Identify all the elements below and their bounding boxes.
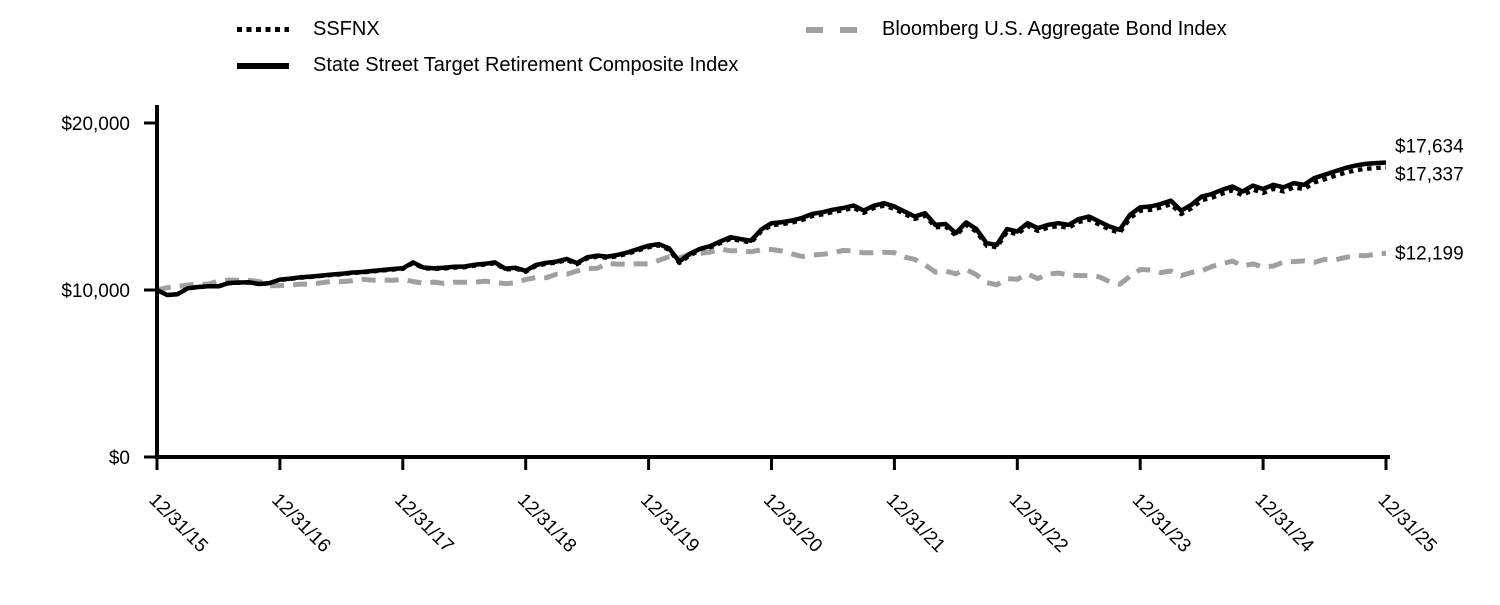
series-line-dashed	[156, 246, 1387, 293]
series-end-labels: $17,337 $12,199 $17,634	[1395, 137, 1464, 265]
x-tick-label: 12/31/25	[1373, 490, 1440, 557]
x-tick-label: 12/31/24	[1251, 490, 1318, 557]
legend-label-agg-bond-index: Bloomberg U.S. Aggregate Bond Index	[882, 18, 1227, 40]
dotted-line-sample	[237, 27, 289, 32]
solid-line-sample	[237, 62, 289, 69]
legend-label-composite-index: State Street Target Retirement Composite…	[313, 54, 739, 76]
x-tick-label: 12/31/20	[759, 490, 826, 557]
legend-label-ssfnx: SSFNX	[313, 18, 380, 40]
x-tick-label: 12/31/19	[636, 490, 703, 557]
legend-item-composite-index: State Street Target Retirement Composite…	[237, 54, 738, 77]
end-value-label: $17,337	[1395, 164, 1464, 185]
legend-item-ssfnx: SSFNX	[237, 18, 380, 41]
series-line-dotted	[156, 165, 1387, 298]
legend-item-agg-bond-index: Bloomberg U.S. Aggregate Bond Index	[806, 18, 1227, 41]
x-axis-ticks: 12/31/15 12/31/16 12/31/17 12/31/18 12/31/19…	[144, 457, 1441, 557]
series-line-solid	[156, 160, 1387, 298]
y-tick-label: $0	[109, 448, 130, 469]
x-tick-label: 12/31/16	[267, 490, 334, 557]
series-lines	[156, 160, 1387, 298]
x-tick-label: 12/31/15	[144, 490, 211, 557]
end-value-label: $17,634	[1395, 137, 1464, 158]
y-axis-ticks: $0 $10,000 $20,000	[61, 114, 157, 469]
x-tick-label: 12/31/18	[513, 490, 580, 557]
y-tick-label: $20,000	[61, 114, 130, 135]
x-tick-label: 12/31/17	[390, 490, 457, 557]
y-tick-label: $10,000	[61, 281, 130, 302]
x-tick-label: 12/31/23	[1128, 490, 1195, 557]
end-value-label: $12,199	[1395, 243, 1464, 264]
x-tick-label: 12/31/22	[1005, 490, 1072, 557]
dashed-line-sample	[806, 26, 858, 33]
x-tick-label: 12/31/21	[882, 490, 949, 557]
